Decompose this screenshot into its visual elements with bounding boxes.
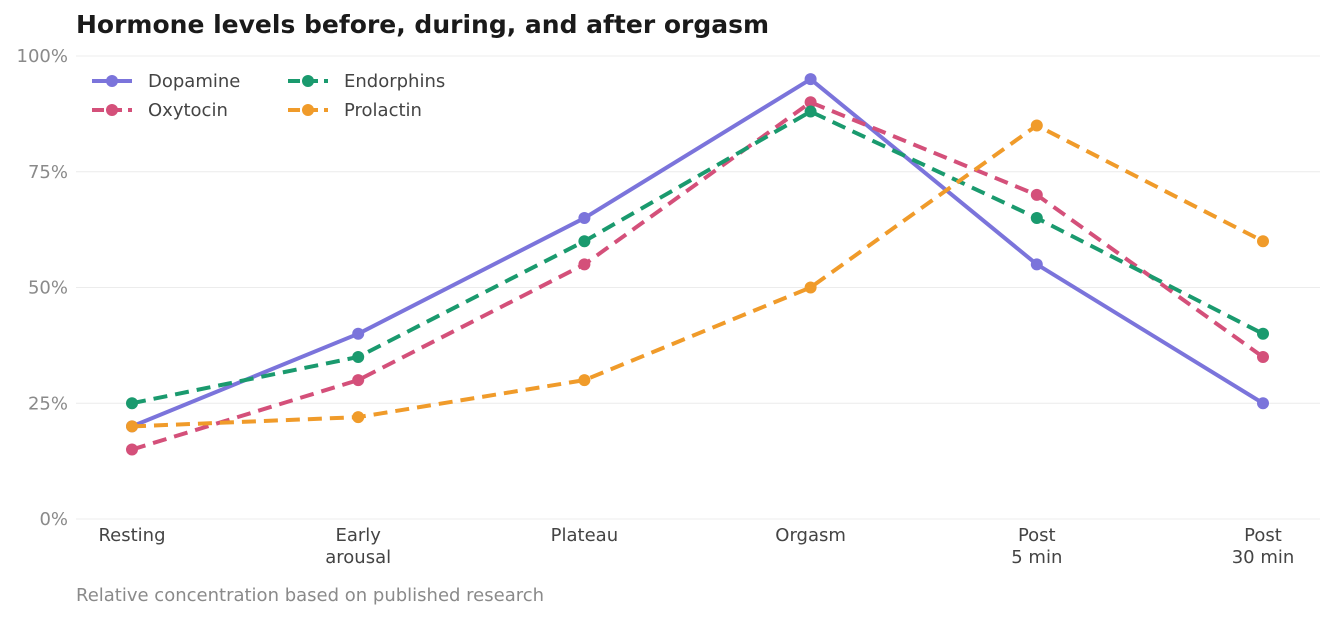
- data-point: [1257, 397, 1269, 410]
- x-tick-label: arousal: [325, 547, 391, 568]
- data-point: [126, 420, 138, 433]
- data-point: [578, 235, 591, 248]
- legend-item-endorphins: Endorphins: [286, 70, 486, 92]
- series-endorphins: [126, 105, 1269, 410]
- legend-swatch: [288, 104, 328, 116]
- chart-caption: Relative concentration based on publishe…: [76, 585, 545, 606]
- chart-title: Hormone levels before, during, and after…: [76, 10, 770, 39]
- y-tick-label: 25%: [28, 393, 68, 414]
- series-lines: [126, 73, 1269, 456]
- data-point: [1030, 212, 1043, 225]
- series-prolactin: [126, 119, 1269, 433]
- x-tick-label: 5 min: [1011, 547, 1062, 568]
- x-tick-label: Resting: [98, 525, 165, 546]
- x-tick-label: Orgasm: [775, 525, 846, 546]
- data-point: [352, 327, 365, 340]
- data-point: [804, 281, 817, 294]
- data-point: [1257, 327, 1269, 340]
- data-point: [578, 374, 591, 387]
- x-tick-label: Post: [1018, 525, 1056, 546]
- y-tick-label: 75%: [28, 162, 68, 183]
- series-line-oxytocin: [131, 100, 1265, 452]
- series-dopamine: [126, 73, 1269, 433]
- data-point: [126, 397, 138, 410]
- x-tick-label: Post: [1244, 525, 1282, 546]
- series-oxytocin: [126, 96, 1269, 456]
- data-point: [352, 374, 365, 387]
- legend-label: Oxytocin: [148, 99, 228, 121]
- legend-label: Dopamine: [148, 70, 241, 92]
- x-tick-label: Plateau: [551, 525, 618, 546]
- y-tick-label: 0%: [39, 509, 68, 530]
- grid-lines: [76, 55, 1320, 520]
- legend: Dopamine Endorphins Oxytocin Prolactin: [90, 70, 486, 121]
- series-line-dopamine: [131, 77, 1265, 429]
- legend-item-prolactin: Prolactin: [286, 99, 486, 121]
- legend-item-oxytocin: Oxytocin: [90, 99, 286, 121]
- data-point: [804, 105, 817, 118]
- legend-item-dopamine: Dopamine: [90, 70, 286, 92]
- y-tick-label: 100%: [17, 46, 68, 67]
- series-line-prolactin: [131, 123, 1264, 429]
- legend-swatch: [92, 75, 132, 87]
- data-point: [1030, 258, 1043, 271]
- data-point: [1030, 188, 1043, 201]
- data-point: [1257, 350, 1269, 363]
- x-tick-label: Early: [335, 525, 381, 546]
- x-tick-label: 30 min: [1232, 547, 1295, 568]
- data-point: [1030, 119, 1043, 132]
- legend-label: Endorphins: [344, 70, 446, 92]
- data-point: [1257, 235, 1269, 248]
- data-point: [352, 350, 365, 363]
- data-point: [352, 411, 365, 424]
- data-point: [126, 443, 138, 456]
- data-point: [804, 96, 817, 109]
- data-point: [578, 258, 591, 271]
- legend-swatch: [92, 104, 132, 116]
- legend-label: Prolactin: [344, 99, 422, 121]
- data-point: [578, 212, 591, 225]
- y-axis-ticks: 0% 25% 50% 75% 100%: [17, 46, 68, 530]
- y-tick-label: 50%: [28, 278, 68, 299]
- data-point: [804, 73, 817, 86]
- legend-swatch: [288, 75, 328, 87]
- series-line-endorphins: [131, 109, 1264, 406]
